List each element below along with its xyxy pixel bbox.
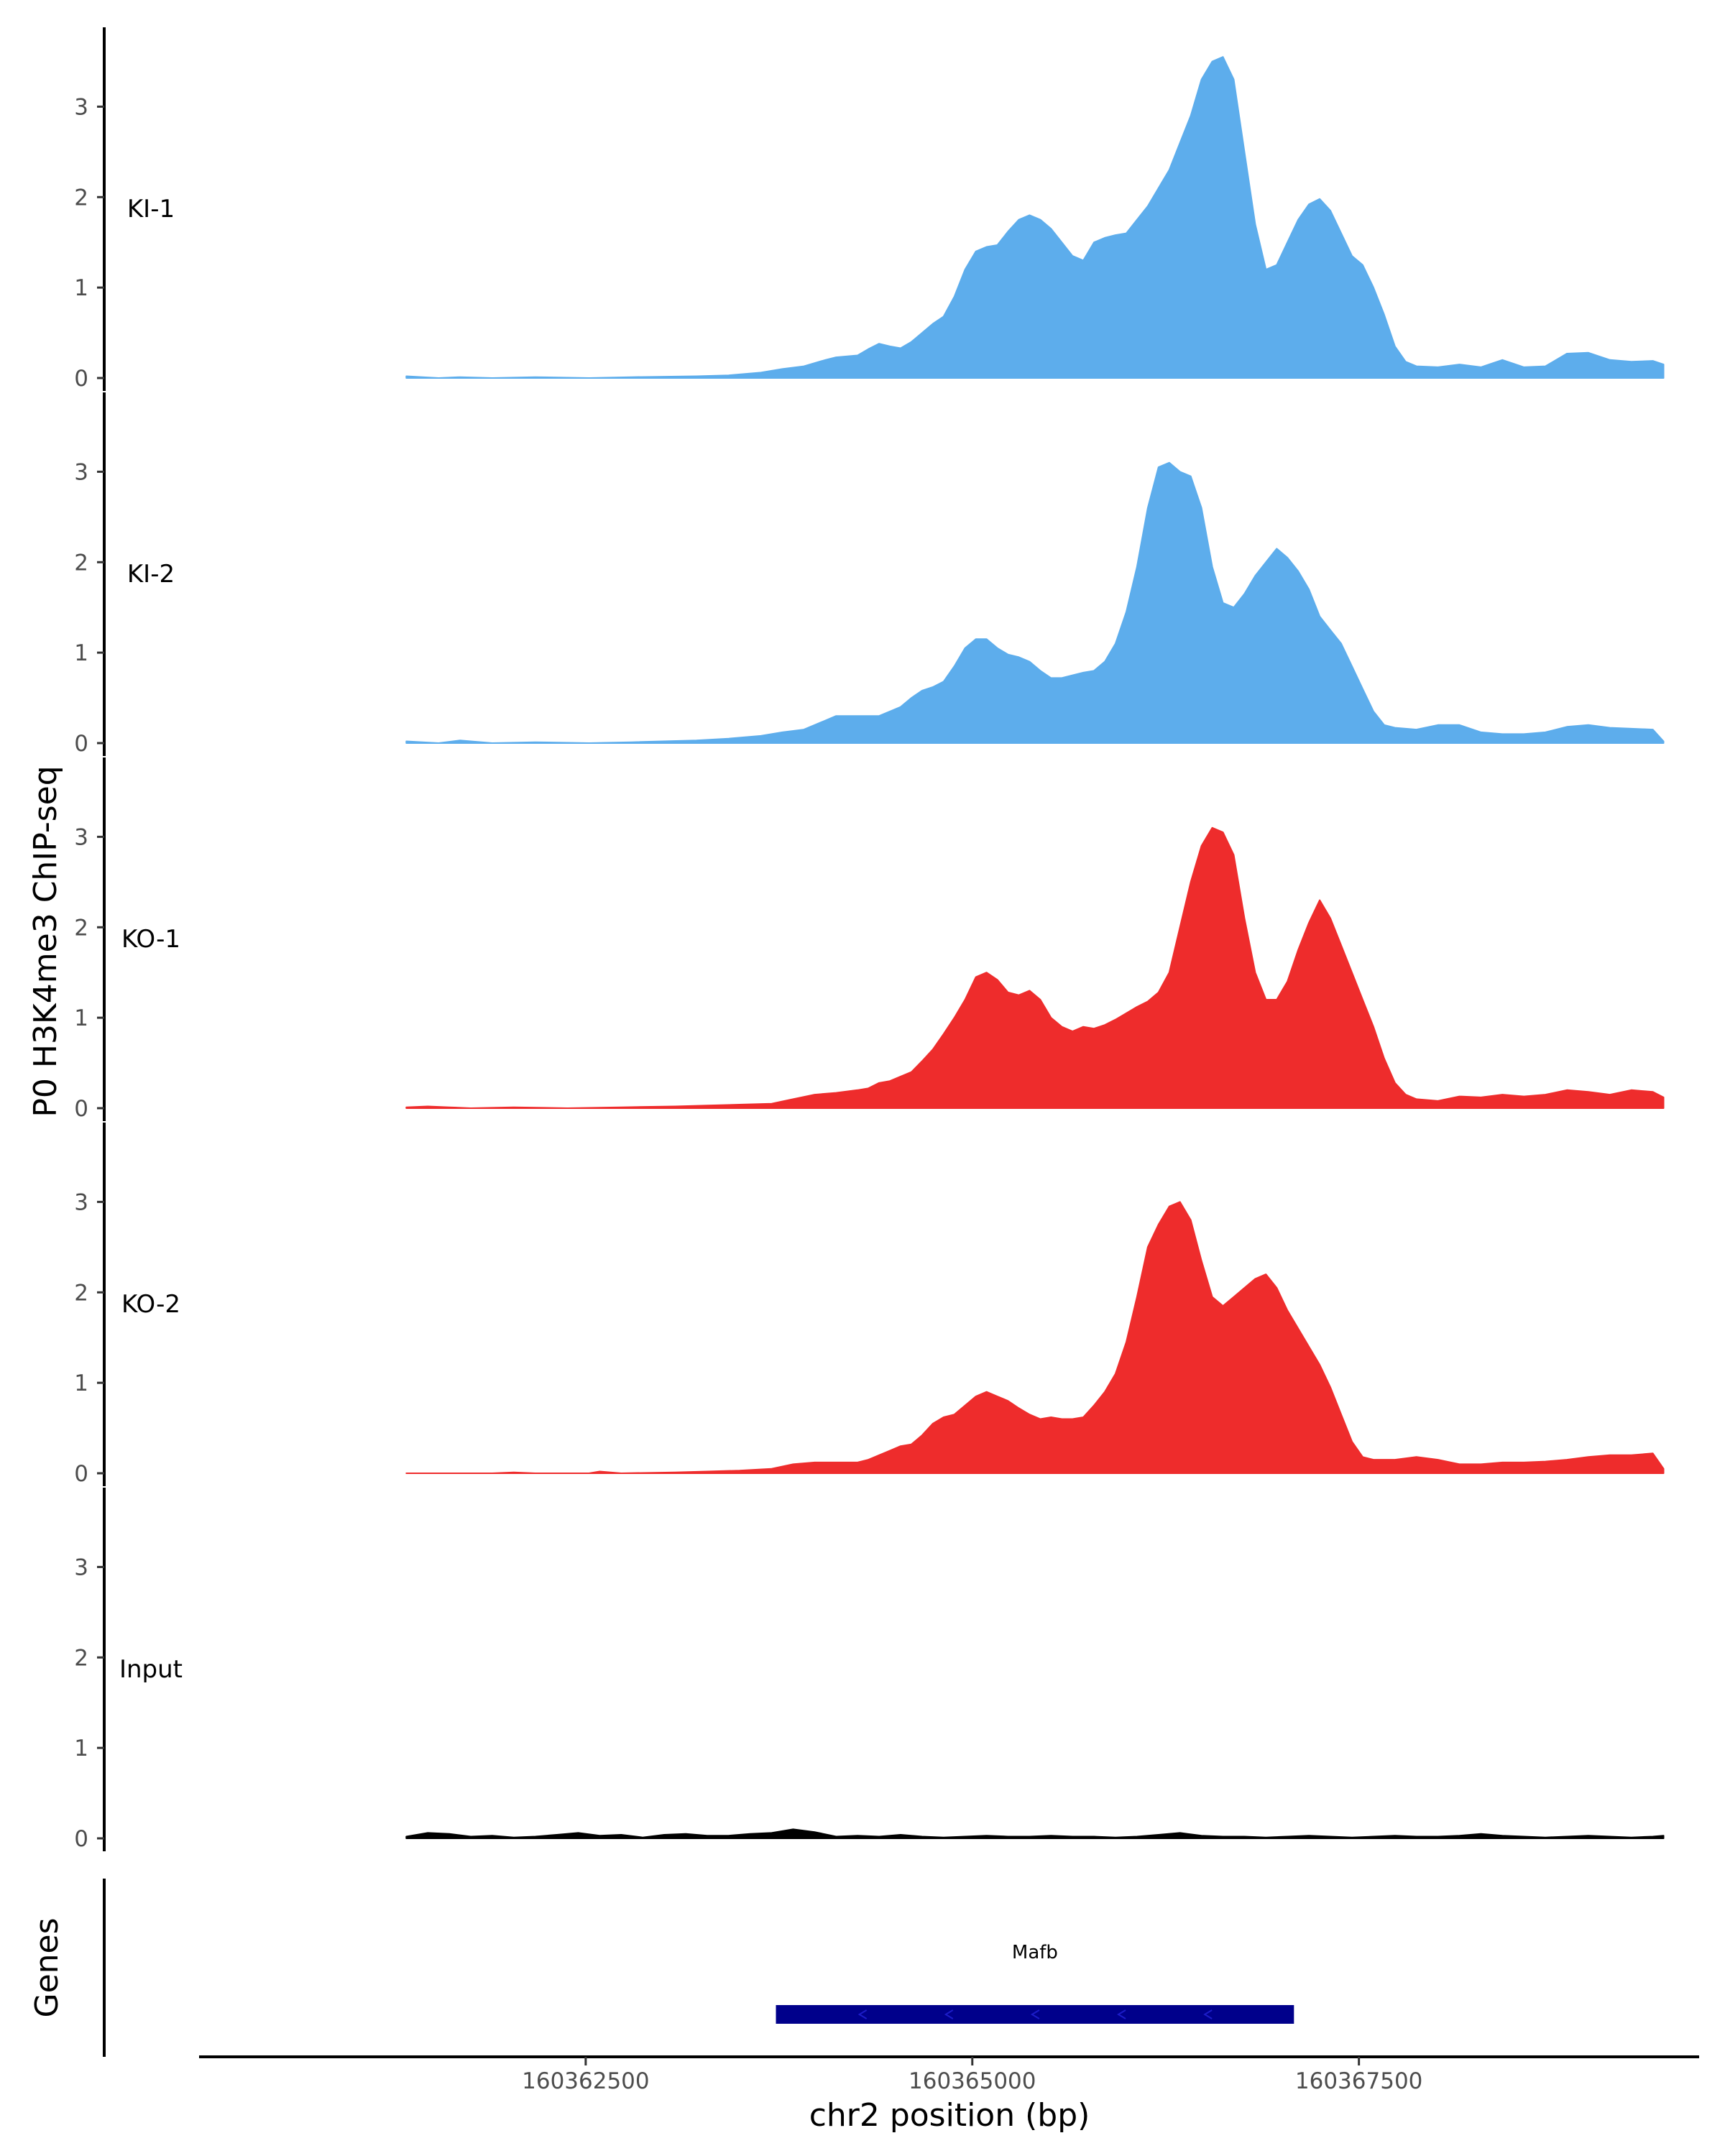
y-tick-label: 0: [74, 1826, 88, 1852]
y-tick-label: 2: [74, 1280, 88, 1306]
x-tick-label: 160365000: [908, 2068, 1036, 2094]
y-tick-label: 2: [74, 1645, 88, 1671]
strand-chevron: [1030, 2009, 1040, 2019]
y-tick-label: 3: [74, 459, 88, 485]
y-tick-label: 3: [74, 1554, 88, 1580]
coverage-area-ko-2: [405, 1201, 1665, 1474]
y-axis-title: P0 H3K4me3 ChIP-seq: [27, 765, 64, 1117]
y-tick-label: 1: [74, 1736, 88, 1761]
track-ko-1: 0 1 2 3 KO-1: [74, 757, 1665, 1122]
track-input: 0 1 2 3 Input: [74, 1488, 1665, 1852]
track-ki-1: 0 1 2 3 KI-1: [74, 27, 1665, 392]
track-label: KI-2: [127, 560, 175, 589]
coverage-area-ki-2: [405, 461, 1665, 744]
y-tick-label: 1: [74, 1370, 88, 1396]
strand-chevron: [1117, 2009, 1126, 2019]
coverage-area-ko-1: [405, 826, 1665, 1109]
coverage-area-ki-1: [405, 56, 1665, 379]
y-tick-label: 1: [74, 275, 88, 301]
strand-chevron: [944, 2009, 954, 2019]
gene-track: Genes Mafb: [29, 1879, 1294, 2057]
y-tick-label: 0: [74, 366, 88, 392]
x-axis-title: chr2 position (bp): [809, 2097, 1090, 2134]
strand-chevron: [1203, 2009, 1213, 2019]
gene-label: Mafb: [1012, 1942, 1058, 1963]
track-ko-2: 0 1 2 3 KO-2: [74, 1123, 1665, 1487]
track-label: KO-2: [121, 1290, 180, 1319]
y-tick-label: 0: [74, 1461, 88, 1487]
y-tick-label: 3: [74, 1189, 88, 1215]
track-ki-2: 0 1 2 3 KI-2: [74, 392, 1665, 757]
track-label: KI-1: [127, 195, 175, 224]
y-tick-label: 2: [74, 550, 88, 576]
y-tick-label: 0: [74, 1096, 88, 1122]
track-label: Input: [119, 1655, 183, 1684]
x-tick-label: 160367500: [1295, 2068, 1423, 2094]
strand-chevron: [857, 2009, 868, 2019]
coverage-tracks: 0 1 2 3 KI-1 0 1 2 3 KI-2 0 1 2 3 KO-1 0 1 2 3 KO-2 0 1 2 3 Inpu…: [74, 27, 1665, 1852]
y-tick-label: 0: [74, 731, 88, 757]
track-label: KO-1: [121, 925, 180, 954]
x-axis: chr2 position (bp) 160362500 160365000 160…: [199, 2055, 1699, 2134]
y-tick-label: 1: [74, 1005, 88, 1031]
y-tick-label: 3: [74, 94, 88, 120]
gene-track-title: Genes: [29, 1917, 65, 2017]
y-tick-label: 2: [74, 185, 88, 211]
y-tick-label: 3: [74, 824, 88, 850]
x-tick-label: 160362500: [522, 2068, 650, 2094]
coverage-area-input: [405, 1828, 1665, 1839]
y-tick-label: 1: [74, 640, 88, 666]
gene-body-mafb: [776, 2005, 1294, 2024]
y-tick-label: 2: [74, 915, 88, 941]
